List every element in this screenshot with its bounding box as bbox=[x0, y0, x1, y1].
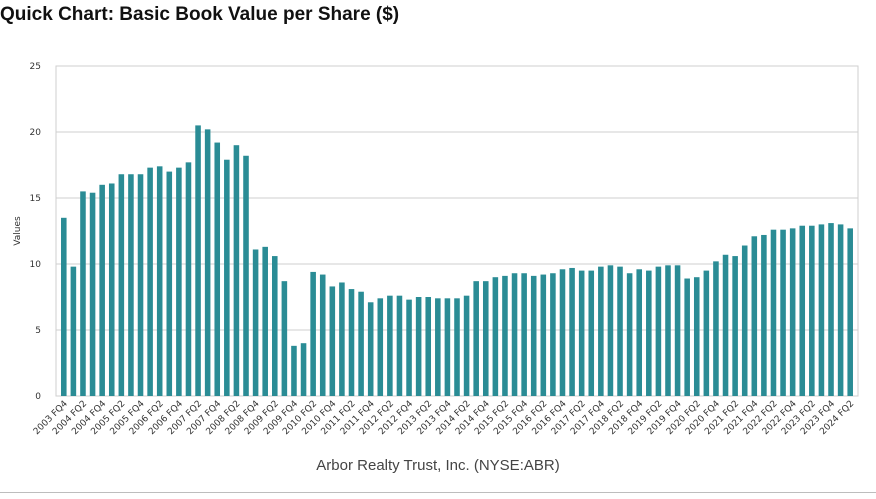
bar-2009-fq2 bbox=[272, 256, 278, 396]
bar-2024-fq2 bbox=[847, 228, 853, 396]
y-tick-label: 25 bbox=[30, 62, 41, 72]
bar-2005-fq1 bbox=[108, 183, 115, 396]
bar-2008-fq4 bbox=[252, 249, 259, 396]
bar-2017-fq2 bbox=[578, 270, 585, 396]
bar-2015-fq1 bbox=[492, 277, 499, 396]
bar-2020-fq2 bbox=[693, 277, 700, 396]
bar-2004-fq1 bbox=[70, 266, 77, 396]
bar-2012-fq3 bbox=[396, 295, 403, 396]
bar-2021-fq2 bbox=[732, 256, 738, 396]
bar-2011-fq3 bbox=[358, 291, 364, 396]
bar-2010-fq4 bbox=[329, 286, 336, 396]
bar-2023-fq3 bbox=[818, 224, 825, 396]
bar-2007-fq2 bbox=[195, 125, 201, 397]
bar-2007-fq1 bbox=[185, 162, 192, 396]
bar-2022-fq1 bbox=[761, 234, 767, 396]
bar-2014-fq3 bbox=[473, 281, 479, 396]
bar-2017-fq4 bbox=[598, 266, 604, 396]
bar-2008-fq1 bbox=[224, 159, 230, 396]
bar-2017-fq1 bbox=[569, 267, 575, 396]
bar-2003-fq4 bbox=[61, 217, 67, 396]
bar-2021-fq1 bbox=[722, 254, 729, 396]
y-tick-label: 20 bbox=[30, 128, 42, 138]
bar-2013-fq2 bbox=[425, 297, 432, 396]
bar-2024-fq1 bbox=[837, 224, 844, 396]
bar-2022-fq4 bbox=[789, 228, 796, 396]
bar-2009-fq3 bbox=[281, 281, 288, 396]
bar-2021-fq3 bbox=[741, 245, 748, 396]
bar-2005-fq2 bbox=[118, 174, 125, 396]
bar-2022-fq2 bbox=[770, 229, 777, 396]
bar-2015-fq2 bbox=[502, 275, 508, 396]
bar-2014-fq2 bbox=[463, 295, 470, 396]
chart-title: Quick Chart: Basic Book Value per Share … bbox=[0, 4, 400, 25]
bar-2020-fq4 bbox=[713, 261, 719, 396]
bar-2018-fq1 bbox=[607, 265, 614, 396]
bar-2012-fq4 bbox=[406, 299, 412, 396]
bar-2019-fq4 bbox=[674, 265, 681, 396]
bar-2016-fq2 bbox=[540, 274, 547, 396]
bar-2013-fq1 bbox=[415, 297, 422, 396]
bar-2019-fq2 bbox=[655, 266, 662, 396]
bar-2016-fq4 bbox=[559, 269, 566, 396]
bar-2006-fq4 bbox=[176, 167, 182, 396]
bar-2015-fq3 bbox=[511, 273, 518, 396]
bar-2019-fq3 bbox=[665, 265, 671, 396]
bar-2006-fq3 bbox=[166, 171, 173, 396]
bar-2008-fq2 bbox=[233, 145, 240, 396]
bar-2017-fq3 bbox=[588, 270, 595, 396]
y-tick-label: 15 bbox=[30, 194, 41, 204]
bar-2010-fq2 bbox=[310, 271, 316, 396]
y-tick-label: 10 bbox=[30, 260, 42, 270]
bar-2004-fq3 bbox=[89, 192, 96, 396]
company-caption: Arbor Realty Trust, Inc. (NYSE:ABR) bbox=[316, 457, 560, 474]
bar-2014-fq4 bbox=[482, 281, 489, 396]
bar-2007-fq3 bbox=[204, 129, 211, 397]
bar-2012-fq2 bbox=[387, 295, 393, 396]
bar-2010-fq3 bbox=[319, 274, 326, 396]
bar-2004-fq4 bbox=[99, 184, 105, 396]
bar-2005-fq4 bbox=[137, 174, 144, 396]
bar-2007-fq4 bbox=[214, 142, 221, 396]
y-axis-ticks: 0 5 10 15 20 25 bbox=[30, 62, 42, 402]
y-axis-label: Values bbox=[13, 216, 23, 246]
bar-2020-fq1 bbox=[684, 278, 690, 396]
bar-2004-fq2 bbox=[80, 191, 86, 396]
y-tick-label: 0 bbox=[35, 392, 41, 402]
bar-2022-fq3 bbox=[780, 229, 786, 396]
bar-2011-fq1 bbox=[339, 282, 345, 396]
bar-2020-fq3 bbox=[703, 270, 710, 396]
bar-2023-fq4 bbox=[828, 223, 834, 396]
bar-2011-fq4 bbox=[367, 302, 374, 396]
bar-2010-fq1 bbox=[300, 343, 307, 396]
bar-2016-fq3 bbox=[550, 273, 556, 396]
bar-2009-fq1 bbox=[262, 246, 268, 396]
bar-2009-fq4 bbox=[291, 345, 297, 396]
y-tick-label: 5 bbox=[35, 326, 41, 336]
bar-2008-fq3 bbox=[243, 155, 249, 396]
bar-2019-fq1 bbox=[646, 270, 652, 396]
bar-2014-fq1 bbox=[454, 298, 460, 396]
bar-2018-fq3 bbox=[626, 273, 633, 396]
bar-2021-fq4 bbox=[751, 236, 758, 396]
bar-2005-fq3 bbox=[128, 174, 134, 396]
bar-2016-fq1 bbox=[530, 275, 537, 396]
bottom-divider bbox=[0, 492, 876, 493]
bar-2023-fq1 bbox=[799, 225, 806, 396]
bar-2013-fq3 bbox=[435, 298, 441, 396]
bar-2011-fq2 bbox=[348, 289, 355, 396]
bar-2015-fq4 bbox=[521, 273, 527, 396]
bar-2006-fq1 bbox=[147, 167, 153, 396]
bar-2012-fq1 bbox=[377, 298, 384, 396]
bar-2013-fq4 bbox=[444, 298, 451, 396]
bars bbox=[61, 125, 853, 397]
bar-2018-fq4 bbox=[636, 269, 642, 396]
bar-2006-fq2 bbox=[156, 166, 163, 396]
bar-2023-fq2 bbox=[809, 225, 815, 396]
bar-2018-fq2 bbox=[617, 266, 623, 396]
